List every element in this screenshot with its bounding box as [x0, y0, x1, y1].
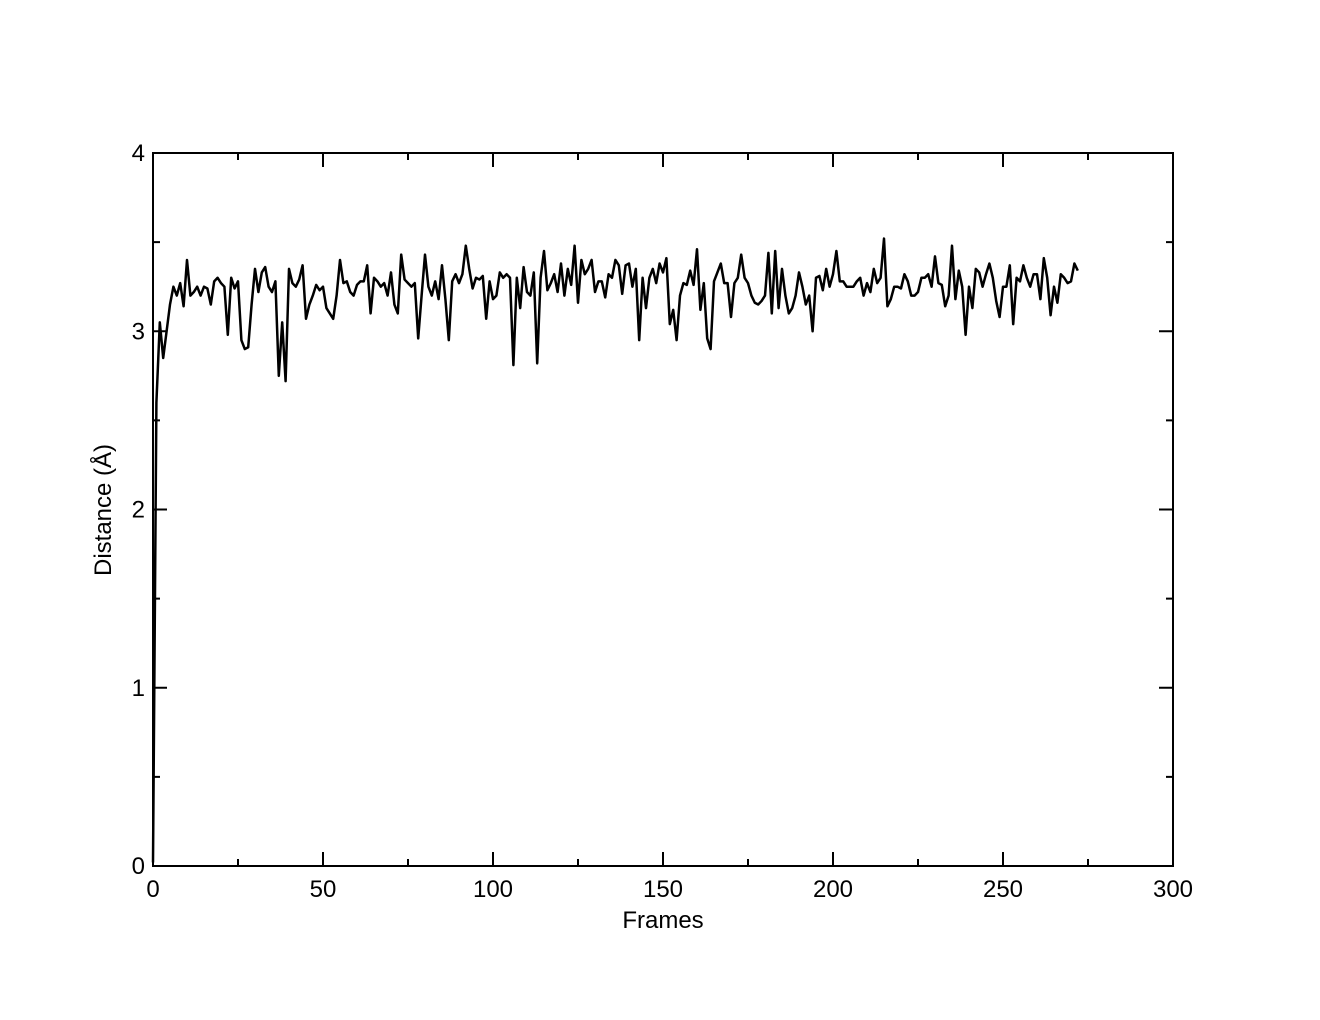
plot-frame — [152, 152, 1174, 867]
x-tick-label: 100 — [473, 876, 513, 903]
x-tick-label: 200 — [813, 876, 853, 903]
x-tick-label: 250 — [983, 876, 1023, 903]
data-line — [151, 237, 1079, 863]
y-tick-label: 3 — [132, 318, 145, 345]
x-tick-label: 300 — [1153, 876, 1193, 903]
x-tick-label: 150 — [643, 876, 683, 903]
y-tick-label: 4 — [132, 140, 145, 167]
x-tick-label: 50 — [310, 876, 337, 903]
y-axis-label: Distance (Å) — [89, 444, 117, 576]
y-tick-label: 0 — [132, 853, 145, 880]
x-tick-label: 0 — [146, 876, 159, 903]
x-axis-label: Frames — [622, 907, 703, 934]
y-tick-label: 2 — [132, 497, 145, 524]
y-tick-label: 1 — [132, 675, 145, 702]
